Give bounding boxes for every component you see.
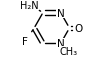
- Text: N: N: [57, 39, 65, 49]
- Text: F: F: [22, 37, 28, 46]
- Text: N: N: [57, 8, 65, 18]
- Text: CH₃: CH₃: [59, 46, 77, 56]
- Text: H₂N: H₂N: [20, 1, 39, 11]
- Text: O: O: [74, 24, 82, 33]
